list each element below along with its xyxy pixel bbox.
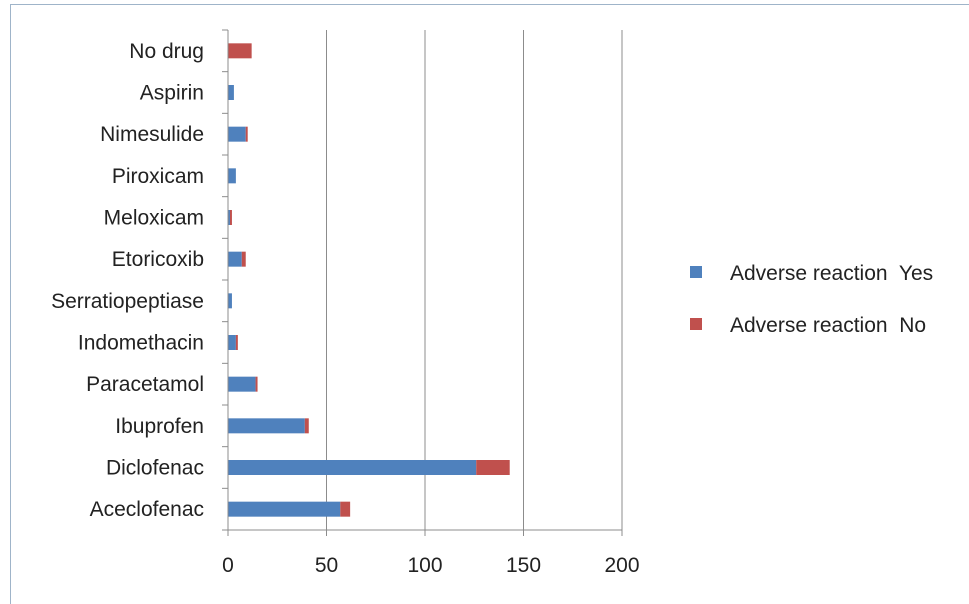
stacked-bar-chart: Aceclofenac Diclofenac Ibuprofen Paracetamo… [51, 29, 933, 577]
bar-yes-meloxicam [228, 210, 230, 225]
chart-frame [10, 4, 969, 604]
bar-no-etoricoxib [241, 251, 246, 267]
legend: Adverse reaction Yes Adverse reaction No [690, 262, 933, 337]
category-label: Aceclofenac [90, 498, 204, 521]
bar-no-paracetamol [255, 376, 258, 392]
legend-label: Adverse reaction Yes [730, 262, 933, 285]
category-label: Nimesulide [100, 123, 204, 146]
bar-yes-etoricoxib [228, 251, 242, 267]
bar-no-nimesulide [245, 126, 248, 142]
legend-swatch [690, 266, 702, 278]
bar-yes-paracetamol [228, 376, 256, 392]
category-label: Aspirin [140, 82, 204, 105]
bar-no-aceclofenac [340, 501, 351, 517]
category-label: Diclofenac [106, 457, 204, 480]
category-label: Serratiopeptiase [51, 290, 204, 313]
bar-yes-ibuprofen [228, 418, 305, 434]
category-label: Indomethacin [78, 332, 204, 355]
bar-yes-aspirin [228, 85, 234, 100]
bar-no-meloxicam [229, 210, 232, 225]
legend-swatch [690, 318, 702, 330]
category-label: Ibuprofen [115, 415, 204, 438]
category-label: Meloxicam [104, 207, 204, 230]
bar-no-indomethacin [235, 335, 238, 350]
x-tick-label: 0 [222, 554, 234, 577]
bar-yes-aceclofenac [228, 501, 341, 517]
bar-no-ibuprofen [304, 418, 309, 434]
x-tick-label: 50 [315, 554, 338, 577]
x-tick-label: 100 [407, 554, 442, 577]
axes [222, 29, 623, 536]
bar-yes-serratiopeptiase [228, 293, 232, 309]
category-label: Piroxicam [112, 165, 204, 188]
bars [228, 43, 510, 517]
category-labels: Aceclofenac Diclofenac Ibuprofen Paracetamo… [51, 40, 204, 521]
bar-yes-piroxicam [228, 168, 236, 184]
x-tick-label: 150 [506, 554, 541, 577]
bar-no-no-drug [228, 43, 252, 59]
x-tick-label: 200 [604, 554, 639, 577]
category-label: Paracetamol [86, 373, 204, 396]
bar-yes-diclofenac [228, 460, 477, 475]
category-label: No drug [129, 40, 204, 63]
bar-no-diclofenac [476, 460, 510, 475]
legend-label: Adverse reaction No [730, 314, 926, 337]
x-tick-labels: 0 50 100 150 200 [222, 554, 639, 577]
grid-lines [326, 30, 623, 530]
bar-yes-indomethacin [228, 335, 236, 350]
bar-yes-nimesulide [228, 126, 246, 142]
category-label: Etoricoxib [112, 248, 204, 271]
